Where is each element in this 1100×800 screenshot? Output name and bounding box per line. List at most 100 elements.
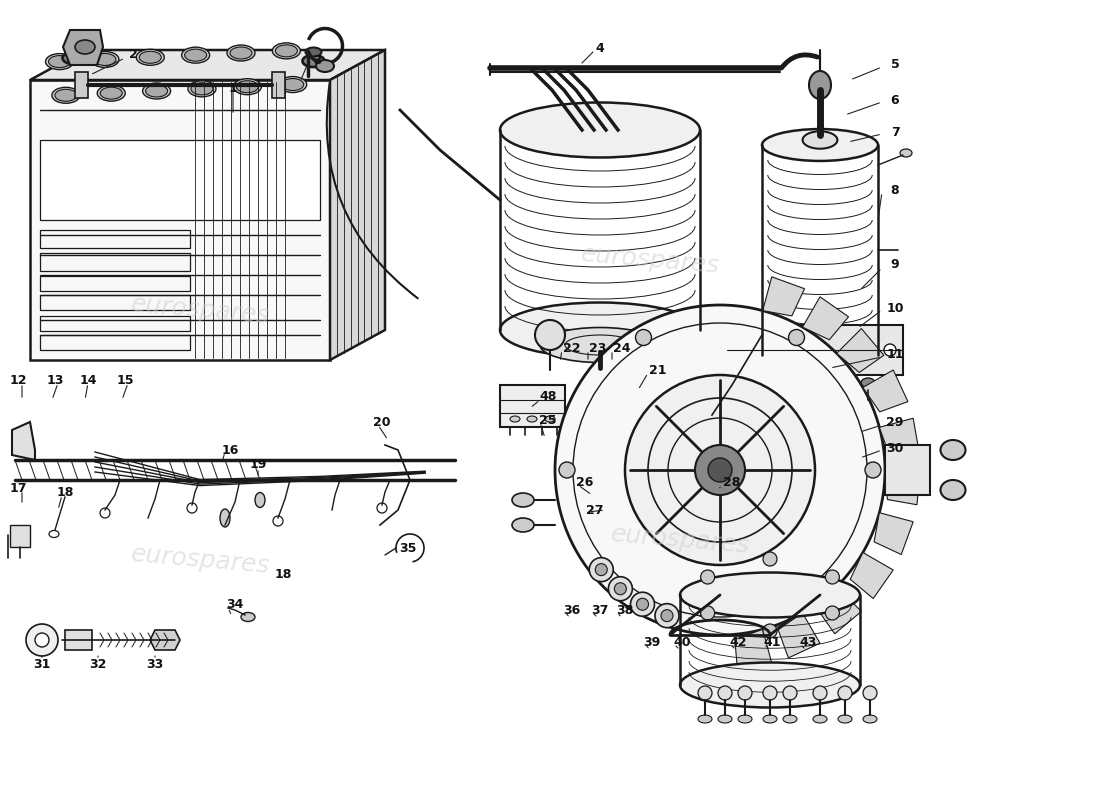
Text: 24: 24: [614, 342, 630, 354]
Text: 28: 28: [724, 477, 740, 490]
Bar: [10, 525, 30, 547]
Text: 27: 27: [586, 503, 604, 517]
Circle shape: [695, 445, 745, 495]
Ellipse shape: [136, 50, 164, 66]
Ellipse shape: [97, 85, 125, 101]
Text: 29: 29: [887, 417, 904, 430]
Bar: [40, 335, 190, 350]
Ellipse shape: [185, 49, 207, 61]
Ellipse shape: [273, 43, 300, 59]
Circle shape: [736, 344, 748, 356]
Ellipse shape: [143, 83, 170, 99]
Polygon shape: [762, 277, 804, 316]
Circle shape: [615, 582, 626, 594]
Ellipse shape: [861, 378, 875, 388]
Circle shape: [630, 592, 654, 616]
Text: 23: 23: [590, 342, 607, 354]
Ellipse shape: [52, 87, 80, 103]
Ellipse shape: [864, 715, 877, 723]
Circle shape: [187, 503, 197, 513]
Ellipse shape: [512, 493, 534, 507]
Ellipse shape: [316, 60, 334, 72]
Circle shape: [535, 320, 565, 350]
Polygon shape: [272, 72, 285, 98]
Ellipse shape: [236, 81, 258, 93]
Polygon shape: [65, 630, 92, 650]
Text: 48: 48: [539, 390, 557, 403]
Circle shape: [273, 516, 283, 526]
Ellipse shape: [275, 45, 297, 57]
Polygon shape: [330, 50, 385, 360]
Text: 39: 39: [644, 635, 661, 649]
Circle shape: [625, 375, 815, 565]
Circle shape: [701, 570, 715, 584]
Text: eurospares: eurospares: [580, 242, 720, 278]
Circle shape: [100, 508, 110, 518]
Polygon shape: [75, 72, 88, 98]
Circle shape: [708, 458, 732, 482]
Ellipse shape: [527, 416, 537, 422]
Text: 14: 14: [79, 374, 97, 386]
Circle shape: [26, 624, 58, 656]
Bar: [40, 230, 190, 248]
Bar: [40, 140, 320, 220]
Ellipse shape: [55, 90, 77, 102]
Circle shape: [556, 305, 886, 635]
Text: 4: 4: [595, 42, 604, 54]
Text: 22: 22: [563, 342, 581, 354]
Polygon shape: [862, 370, 907, 412]
Polygon shape: [63, 30, 103, 65]
Text: 8: 8: [891, 183, 900, 197]
Ellipse shape: [233, 78, 262, 94]
Ellipse shape: [182, 47, 210, 63]
Ellipse shape: [45, 54, 74, 70]
Text: 35: 35: [399, 542, 417, 554]
Text: 18: 18: [56, 486, 74, 498]
Text: 1: 1: [229, 82, 238, 94]
Polygon shape: [735, 630, 772, 670]
Ellipse shape: [940, 440, 966, 460]
Text: 33: 33: [146, 658, 164, 671]
Ellipse shape: [500, 302, 700, 358]
Polygon shape: [803, 297, 848, 340]
Text: 18: 18: [274, 569, 292, 582]
Ellipse shape: [544, 416, 556, 422]
Circle shape: [654, 604, 679, 628]
Circle shape: [825, 606, 839, 620]
Polygon shape: [817, 586, 861, 634]
Text: 31: 31: [33, 658, 51, 671]
Circle shape: [637, 598, 649, 610]
Circle shape: [35, 633, 50, 647]
Text: 13: 13: [46, 374, 64, 386]
Ellipse shape: [230, 47, 252, 59]
Ellipse shape: [75, 40, 95, 54]
Text: 20: 20: [373, 417, 390, 430]
Text: 17: 17: [9, 482, 26, 494]
Circle shape: [590, 558, 614, 582]
Ellipse shape: [282, 78, 304, 90]
Ellipse shape: [140, 51, 162, 63]
Text: 43: 43: [800, 635, 816, 649]
Text: 37: 37: [592, 603, 608, 617]
Circle shape: [838, 686, 853, 700]
Ellipse shape: [813, 715, 827, 723]
Ellipse shape: [783, 715, 798, 723]
Text: 21: 21: [649, 363, 667, 377]
Text: 15: 15: [117, 374, 134, 386]
Text: eurospares: eurospares: [130, 292, 271, 328]
Text: 34: 34: [227, 598, 244, 611]
Ellipse shape: [763, 715, 777, 723]
Text: 2: 2: [129, 49, 138, 62]
Circle shape: [608, 577, 632, 601]
Circle shape: [636, 330, 651, 346]
Ellipse shape: [50, 530, 59, 538]
Bar: [40, 316, 190, 331]
Ellipse shape: [302, 55, 324, 67]
Ellipse shape: [680, 573, 860, 618]
Text: 16: 16: [221, 443, 239, 457]
Text: 10: 10: [887, 302, 904, 314]
Polygon shape: [778, 613, 820, 658]
Text: eurospares: eurospares: [130, 542, 271, 578]
Text: 26: 26: [576, 477, 594, 490]
Ellipse shape: [803, 131, 837, 149]
